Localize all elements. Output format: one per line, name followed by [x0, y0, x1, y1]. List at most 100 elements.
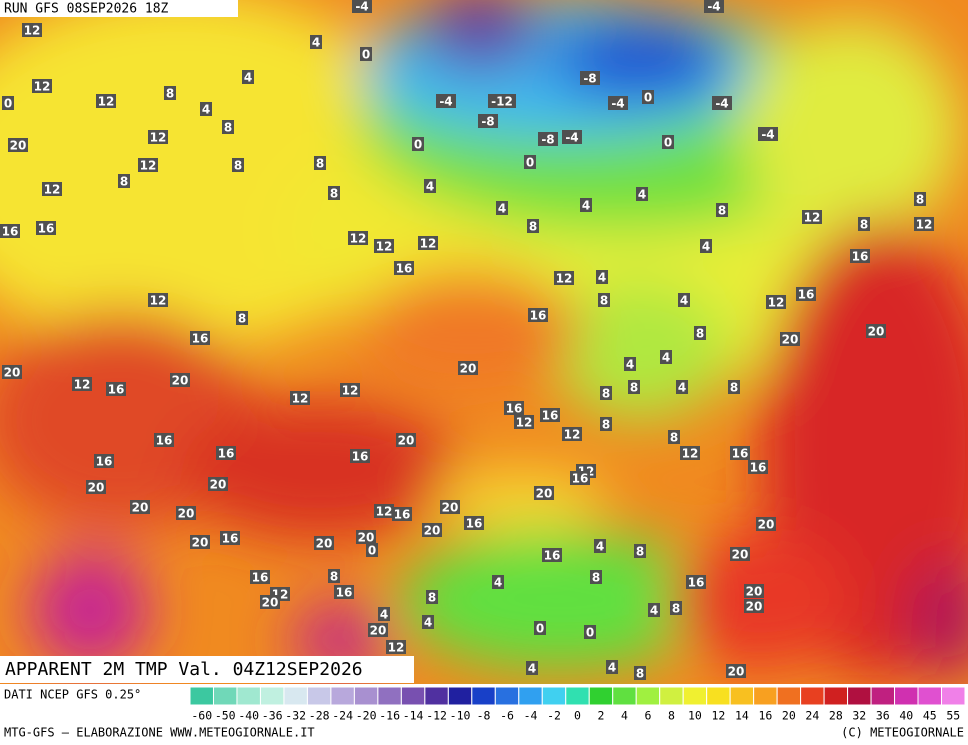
label-box	[680, 446, 700, 460]
temp-label: 20	[262, 596, 279, 610]
temp-label: -4	[611, 97, 624, 111]
label-box	[668, 430, 680, 444]
temp-label: 16	[852, 250, 869, 264]
temp-label: 0	[368, 544, 376, 558]
legend-tick-label: -28	[309, 709, 330, 723]
label-box	[600, 386, 612, 400]
temp-label: 12	[140, 159, 157, 173]
legend-swatch	[682, 686, 708, 706]
label-box	[418, 236, 438, 250]
temp-label: 16	[506, 402, 523, 416]
temp-label: 4	[662, 351, 670, 365]
temp-label: 16	[732, 447, 749, 461]
legend-swatch	[400, 686, 426, 706]
temp-label: 16	[192, 332, 209, 346]
legend-swatch	[588, 686, 614, 706]
temp-label: 20	[192, 536, 209, 550]
label-box	[648, 603, 660, 617]
label-box	[148, 293, 168, 307]
label-box	[290, 391, 310, 405]
label-box	[730, 446, 750, 460]
legend-tick-label: 4	[621, 709, 628, 723]
footer-right: (C) METEOGIORNALE	[841, 726, 964, 740]
temp-label: 0	[414, 138, 422, 152]
temp-label: 16	[352, 450, 369, 464]
legend-tick-label: 20	[782, 709, 796, 723]
temp-label: 20	[132, 501, 149, 515]
legend-swatch	[847, 686, 872, 706]
label-box	[368, 623, 388, 637]
temp-label: 8	[238, 312, 246, 326]
label-box	[190, 535, 210, 549]
label-box	[310, 35, 322, 49]
temp-label: 4	[312, 36, 320, 50]
label-box	[678, 293, 690, 307]
temp-label: 12	[292, 392, 309, 406]
label-box	[440, 500, 460, 514]
title-box	[0, 656, 414, 683]
legend-tick-label: -50	[215, 709, 236, 723]
legend-tick-label: 0	[574, 709, 581, 723]
label-box	[236, 311, 248, 325]
label-box	[850, 249, 870, 263]
label-box	[176, 506, 196, 520]
label-box	[598, 293, 610, 307]
legend-swatch	[306, 686, 332, 706]
temp-label: 16	[750, 461, 767, 475]
temp-label: 20	[172, 374, 189, 388]
label-box	[686, 575, 706, 589]
label-box	[596, 270, 608, 284]
temp-label: 4	[202, 103, 210, 117]
temp-label: 8	[718, 204, 726, 218]
temp-label: 20	[398, 434, 415, 448]
legend-swatch	[753, 686, 778, 706]
temp-label: 0	[664, 136, 672, 150]
label-box	[350, 449, 370, 463]
label-box	[526, 661, 538, 675]
label-box	[396, 433, 416, 447]
temp-label: 12	[376, 240, 393, 254]
legend-swatch	[259, 686, 285, 706]
temp-label: 4	[498, 202, 506, 216]
legend-tick-label: 45	[923, 709, 937, 723]
temp-label: -4	[707, 0, 720, 14]
temp-label: 20	[868, 325, 885, 339]
legend-tick-label: 36	[876, 709, 890, 723]
temp-label: 16	[108, 383, 125, 397]
run-label: RUN GFS 08SEP2026 18Z	[4, 2, 169, 17]
temp-label: -12	[491, 95, 513, 109]
legend-tick-label: 24	[805, 709, 819, 723]
temp-label: 16	[252, 571, 269, 585]
label-box	[662, 135, 674, 149]
legend-swatch	[541, 686, 567, 706]
temp-label: 0	[586, 626, 594, 640]
label-box	[130, 500, 150, 514]
label-box	[540, 408, 560, 422]
label-box	[348, 231, 368, 245]
temp-label: 16	[38, 222, 55, 236]
legend-tick-label: 6	[644, 709, 651, 723]
temp-label: 16	[544, 549, 561, 563]
label-box	[260, 595, 280, 609]
temp-label: 16	[336, 586, 353, 600]
temp-label: 12	[350, 232, 367, 246]
label-box	[200, 102, 212, 116]
temp-label: 8	[428, 591, 436, 605]
label-box	[374, 239, 394, 253]
label-box	[527, 219, 539, 233]
label-box	[138, 158, 158, 172]
temp-label: 20	[88, 481, 105, 495]
legend-swatch	[236, 686, 261, 706]
label-box	[538, 132, 558, 146]
temp-label: 0	[362, 48, 370, 62]
label-box	[352, 0, 372, 13]
temp-label: -8	[541, 133, 554, 147]
temp-label: 20	[210, 478, 227, 492]
label-box	[340, 383, 360, 397]
temp-label: 20	[746, 585, 763, 599]
temp-label: 12	[150, 131, 167, 145]
temp-label: 8	[730, 381, 738, 395]
label-box	[866, 324, 886, 338]
label-box	[374, 504, 394, 518]
legend-tick-label: -12	[426, 709, 447, 723]
